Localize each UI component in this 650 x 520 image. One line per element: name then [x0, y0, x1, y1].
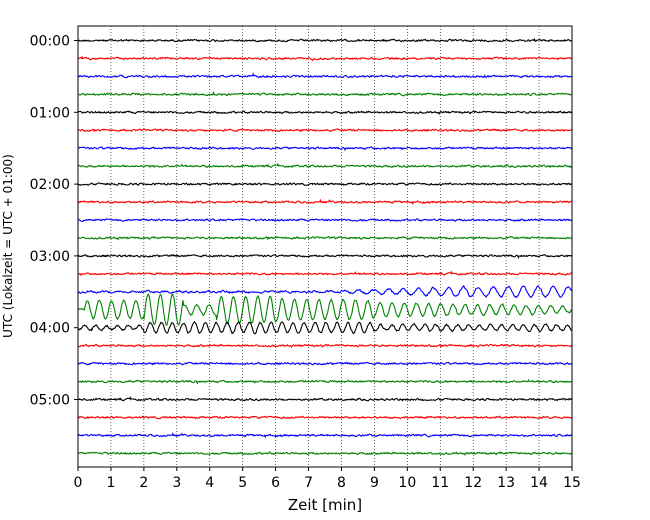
trace-line	[77, 55, 572, 62]
y-tick-label: 04:00	[30, 321, 70, 337]
x-tick-label: 6	[271, 475, 280, 491]
trace-line	[77, 235, 572, 241]
x-tick-label: 11	[431, 475, 449, 491]
trace-line	[77, 432, 573, 439]
seismogram-traces	[77, 37, 573, 456]
x-tick-label: 8	[337, 475, 346, 491]
trace-line	[77, 198, 573, 206]
x-tick-label: 7	[304, 475, 313, 491]
trace-line	[77, 415, 573, 420]
trace-line	[77, 128, 572, 133]
trace-line	[77, 378, 572, 385]
x-tick-label: 14	[530, 475, 548, 491]
x-tick-label: 13	[497, 475, 515, 491]
trace-line	[77, 72, 573, 79]
trace-line	[77, 395, 573, 402]
x-tick-label: 12	[464, 475, 482, 491]
x-tick-label: 15	[563, 475, 581, 491]
y-tick-label: 00:00	[30, 34, 70, 50]
x-tick-label: 4	[205, 475, 214, 491]
trace-line	[77, 284, 573, 299]
x-tick-label: 3	[172, 475, 181, 491]
trace-line	[77, 253, 573, 260]
y-tick-label: 02:00	[30, 177, 70, 193]
x-axis-ticks: 0 1 2 3 4 5 6 7 8 9 10 11 12 13 14 15	[74, 467, 581, 491]
trace-line	[77, 162, 573, 169]
trace-line	[77, 321, 572, 335]
trace-line	[77, 146, 573, 152]
trace-line	[77, 37, 573, 43]
trace-line	[77, 343, 573, 349]
y-tick-label: 05:00	[30, 393, 70, 409]
trace-line	[77, 361, 573, 366]
x-tick-label: 0	[74, 475, 83, 491]
y-axis-label: UTC (Lokalzeit = UTC + 01:00)	[1, 154, 15, 338]
plot-frame	[77, 25, 573, 468]
y-tick-label: 03:00	[30, 249, 70, 265]
x-tick-label: 5	[238, 475, 247, 491]
trace-line	[77, 181, 572, 186]
trace-line	[77, 293, 573, 326]
x-tick-label: 10	[398, 475, 416, 491]
trace-line	[77, 90, 573, 97]
y-tick-label: 01:00	[30, 105, 70, 121]
trace-line	[77, 218, 572, 222]
x-axis-label: Zeit [min]	[288, 496, 362, 514]
x-tick-label: 2	[139, 475, 148, 491]
y-axis-ticks: 00:00 01:00 02:00 03:00 04:00 05:00	[30, 34, 78, 409]
trace-line	[77, 110, 573, 115]
x-tick-label: 1	[106, 475, 115, 491]
x-tick-label: 9	[370, 475, 379, 491]
trace-line	[77, 451, 573, 456]
trace-line	[77, 270, 573, 277]
